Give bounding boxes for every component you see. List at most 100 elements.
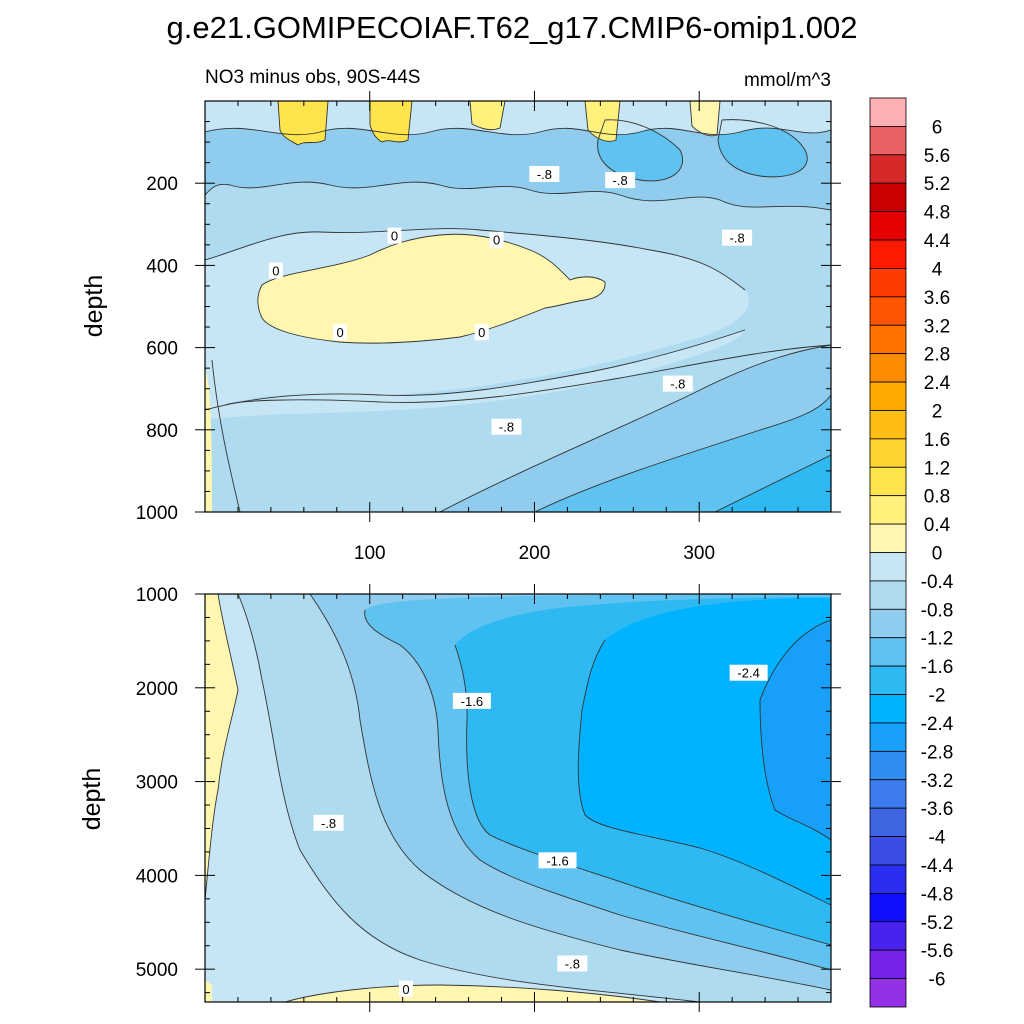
colorbar-swatch — [869, 353, 907, 383]
contour-label: -.8 — [662, 375, 693, 392]
colorbar-label: 4 — [932, 259, 943, 280]
contour-label: 0 — [387, 227, 402, 244]
bottom-contour-field — [205, 594, 831, 1002]
colorbar-swatch — [869, 495, 907, 525]
colorbar-label: 5.6 — [924, 146, 950, 167]
colorbar-swatch — [869, 438, 907, 468]
contour-label: 0 — [268, 262, 283, 279]
colorbar-label: -0.4 — [921, 572, 954, 593]
colorbar-label: 3.6 — [924, 288, 950, 309]
colorbar-label: -5.6 — [921, 941, 954, 962]
contour-label-text: -.8 — [670, 377, 685, 392]
contour-label: -1.6 — [452, 692, 491, 709]
contour-label-bg — [313, 814, 344, 831]
colorbar-label: -4.4 — [921, 856, 954, 877]
bot-band-bottom-pos — [285, 985, 660, 1002]
bottom-plot-frame — [204, 593, 832, 1003]
x-tick-label: 300 — [683, 543, 715, 564]
colorbar-label: 2 — [932, 401, 943, 422]
contour-label-text: 0 — [336, 325, 343, 340]
colorbar-label: -1.6 — [921, 657, 954, 678]
top-contour-field — [205, 101, 831, 512]
contour-label: 0 — [489, 231, 504, 248]
colorbar-swatch — [869, 892, 907, 923]
contour-label-bg — [387, 227, 402, 244]
colorbar-label: -4.8 — [921, 884, 954, 905]
colorbar-swatch — [869, 410, 907, 440]
top-contour-labels: 0 0 0 0 0 -.8 -.8 -.8 -.8 -.8 — [268, 165, 753, 435]
colorbar-label: -6 — [929, 970, 946, 991]
top-axes: 100 200 300 200 400 600 800 1000 — [136, 91, 841, 564]
y-tick-label: 2000 — [136, 679, 178, 700]
colorbar-label: -2.4 — [921, 714, 954, 735]
chart-title: g.e21.GOMIPECOIAF.T62_g17.CMIP6-omip1.00… — [167, 10, 858, 45]
colorbar-swatch — [869, 750, 907, 781]
colorbar-label: -3.6 — [921, 799, 954, 820]
colorbar-label: -2.8 — [921, 742, 954, 763]
colorbar-swatch — [869, 580, 907, 610]
colorbar-swatch — [869, 268, 907, 298]
bot-band-left-edge-pos — [205, 980, 212, 1002]
contour-label-bg — [605, 172, 636, 189]
contour-label-bg — [538, 852, 577, 869]
x-tick-label: 100 — [354, 543, 386, 564]
colorbar-label: 4.4 — [924, 231, 951, 252]
colorbar-swatch — [869, 523, 907, 553]
colorbar-label: 1.6 — [924, 430, 950, 451]
colorbar-swatch — [869, 921, 907, 951]
contour-label-text: -.8 — [321, 816, 336, 831]
y-tick-label: 600 — [146, 339, 178, 360]
colorbar-swatch — [869, 637, 907, 667]
top-band-surface-pos-c — [470, 101, 505, 130]
contour-label-text: 0 — [272, 264, 279, 279]
colorbar-label: 2.4 — [924, 373, 951, 394]
colorbar-label: 4.8 — [924, 203, 950, 224]
y-tick-label: 200 — [146, 174, 178, 195]
contour-label-bg — [452, 692, 491, 709]
contour-label: -.8 — [313, 814, 344, 831]
colorbar-label: 6 — [932, 117, 943, 138]
contour-label-bg — [662, 375, 693, 392]
colorbar-swatch — [869, 211, 907, 241]
bottom-axes: 1000 2000 3000 4000 5000 — [136, 584, 841, 1012]
contour-label-bg — [722, 229, 753, 246]
colorbar-swatch — [869, 807, 907, 837]
colorbar-swatch — [869, 665, 907, 695]
top-y-axis-label: depth — [80, 275, 108, 338]
y-tick-label: 1000 — [136, 585, 178, 606]
contour-label-bg — [489, 231, 504, 248]
contour-label-bg — [529, 165, 560, 182]
bottom-contour-labels: -1.6 -2.4 -.8 -1.6 -.8 0 — [313, 664, 768, 997]
contour-label-bg — [268, 262, 283, 279]
colorbar-swatch — [869, 949, 907, 979]
contour-label-text: -.8 — [730, 231, 745, 246]
colorbar-swatch — [869, 182, 907, 213]
colorbar-swatch — [869, 722, 907, 752]
contour-label-bg — [398, 980, 413, 997]
colorbar-swatch — [869, 552, 907, 582]
colorbar-swatch — [869, 126, 907, 156]
colorbar-label: -4 — [929, 828, 946, 849]
colorbar: 6 5.6 5.2 4.8 4.4 4 3.6 3.2 2.8 2.4 2 1.6 1.2 0.8 0.4 0… — [869, 97, 954, 1008]
bottom-contour-lines — [205, 594, 831, 1002]
colorbar-swatch — [869, 608, 907, 639]
colorbar-swatch — [869, 154, 907, 184]
contour-label: -.8 — [722, 229, 753, 246]
top-band-m04-b — [205, 330, 745, 420]
bottom-y-axis-label: depth — [78, 768, 106, 831]
contour-label-bg — [729, 664, 768, 681]
y-tick-label: 400 — [146, 256, 178, 277]
contour-label-text: 0 — [391, 229, 398, 244]
colorbar-swatch — [869, 296, 907, 326]
y-tick-label: 4000 — [136, 866, 178, 887]
top-subtitle-left: NO3 minus obs, 90S-44S — [205, 67, 420, 88]
contour-label-text: -.8 — [537, 167, 552, 182]
colorbar-swatch — [869, 864, 907, 894]
colorbar-swatch — [869, 97, 907, 127]
contour-label: 0 — [398, 980, 413, 997]
contour-label-bg — [333, 324, 348, 341]
colorbar-label: 5.2 — [924, 174, 950, 195]
contour-label: -2.4 — [729, 664, 768, 681]
contour-label: -.8 — [605, 172, 636, 189]
colorbar-label: 3.2 — [924, 316, 950, 337]
